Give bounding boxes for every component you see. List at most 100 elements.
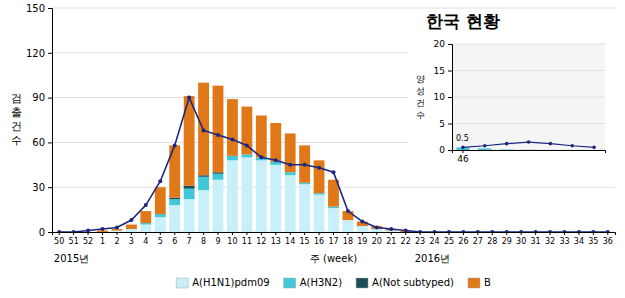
tick-mark <box>362 232 363 235</box>
tick-mark <box>477 232 478 235</box>
grid <box>452 44 605 150</box>
tick-mark <box>145 232 146 235</box>
x-tick: 10 <box>227 232 237 246</box>
line-point <box>570 144 574 148</box>
x-tick: 51 <box>69 232 79 246</box>
tick-mark <box>448 71 452 72</box>
plot-background <box>452 44 605 150</box>
line-point <box>433 230 437 232</box>
bar <box>198 175 209 176</box>
legend-item: A(Not subtyped) <box>356 277 454 288</box>
tick-mark <box>261 232 262 235</box>
tick-mark <box>333 232 334 235</box>
tick-label: 2 <box>114 237 119 246</box>
line-point <box>346 209 350 213</box>
tick-label: 35 <box>588 237 598 246</box>
tick-label: 15 <box>300 237 310 246</box>
tick-mark <box>48 142 52 143</box>
bar <box>155 187 166 214</box>
line-point <box>490 230 494 232</box>
tick-mark <box>275 232 276 235</box>
axis-line <box>453 151 606 154</box>
x-tick: 9 <box>215 232 220 246</box>
x-tick: 7 <box>187 232 192 246</box>
tick-label: 10 <box>434 92 446 102</box>
tick-mark <box>521 232 522 235</box>
line-point <box>534 230 538 232</box>
bar <box>169 198 180 199</box>
tick-mark <box>405 232 406 235</box>
bar <box>314 160 325 193</box>
bar <box>588 150 601 151</box>
bar <box>544 150 557 151</box>
bar <box>112 230 123 231</box>
tick-mark <box>218 232 219 235</box>
legend-label: B <box>484 277 491 288</box>
tick-mark <box>448 232 449 235</box>
line-point <box>332 170 336 174</box>
legend-label: A(H1N1)pdm09 <box>192 277 270 288</box>
bar <box>285 175 296 232</box>
line-point <box>216 133 220 137</box>
tick-mark <box>203 232 204 235</box>
line-point <box>72 230 76 232</box>
chart: 5051521234567891011121314151617181920212… <box>0 0 625 298</box>
bar <box>328 207 339 208</box>
tick-label: 6 <box>172 237 177 246</box>
x-tick: 28 <box>487 232 497 246</box>
tick-label: 28 <box>487 237 497 246</box>
x-tick: 33 <box>559 232 569 246</box>
bar <box>285 133 296 172</box>
tick-mark <box>347 232 348 235</box>
x-tick: 23 <box>415 232 425 246</box>
bar-series <box>97 83 411 232</box>
x-tick: 36 <box>603 232 613 246</box>
tick-label: 25 <box>444 237 454 246</box>
y-axis: 05101520 <box>434 39 453 155</box>
x-tick: 8 <box>201 232 206 246</box>
tick-label: 16 <box>314 237 324 246</box>
tick-label: 13 <box>271 237 281 246</box>
bar <box>299 184 310 232</box>
axis-line <box>53 233 616 236</box>
tick-label: 30 <box>32 182 45 193</box>
x-axis: 5051521234567891011121314151617181920212… <box>53 232 616 246</box>
main-chart: 5051521234567891011121314151617181920212… <box>11 3 616 246</box>
line-point <box>187 96 191 100</box>
tick-mark <box>131 232 132 235</box>
line-point <box>259 155 263 159</box>
y-tick: 15 <box>434 66 452 76</box>
tick-label: 29 <box>502 237 512 246</box>
tick-label: 150 <box>26 3 45 14</box>
legend-swatch <box>356 278 368 288</box>
tick-mark <box>48 53 52 54</box>
x-tick: 52 <box>83 232 93 246</box>
bar <box>241 154 252 157</box>
bar <box>112 230 123 231</box>
tick-mark <box>246 232 247 235</box>
bar <box>140 211 151 223</box>
line-point <box>548 230 552 232</box>
tick-label: 11 <box>242 237 252 246</box>
tick-mark <box>420 232 421 235</box>
bar <box>198 83 209 176</box>
legend-item: A(H1N1)pdm09 <box>176 277 270 288</box>
inset-chart: 4605101520양성건수 <box>408 34 615 168</box>
tick-label: 14 <box>285 237 295 246</box>
tick-label: 21 <box>386 237 396 246</box>
grid-line <box>452 123 605 124</box>
x-tick: 50 <box>54 232 64 246</box>
tick-mark <box>492 232 493 235</box>
x-axis: 46 <box>453 150 606 164</box>
line-point <box>360 220 364 224</box>
bar <box>285 172 296 175</box>
line-point <box>230 137 234 141</box>
line-point <box>129 218 133 222</box>
bar <box>357 226 368 232</box>
tick-label: 3 <box>129 237 134 246</box>
tick-mark <box>376 232 377 235</box>
grid-line <box>452 70 605 71</box>
legend-swatch <box>284 278 296 288</box>
tick-mark <box>506 232 507 235</box>
legend: A(H1N1)pdm09A(H3N2)A(Not subtyped)B <box>176 277 491 288</box>
